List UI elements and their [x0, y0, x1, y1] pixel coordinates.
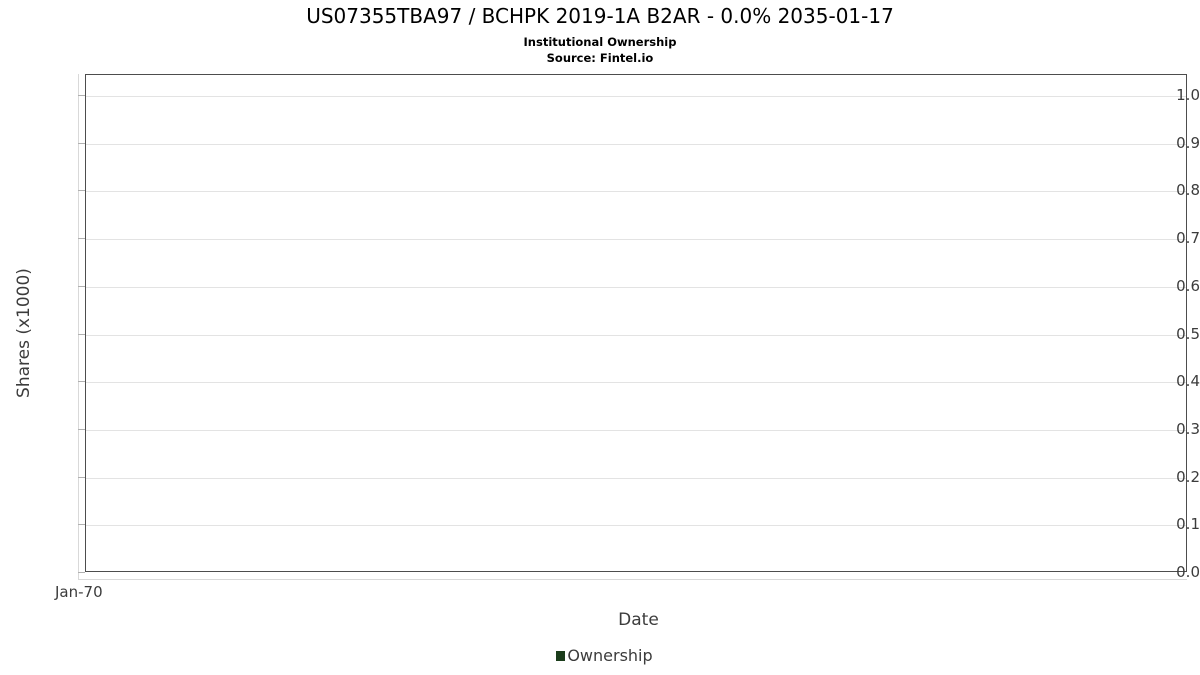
- gridline: [86, 239, 1186, 241]
- chart-legend: Ownership: [0, 648, 1200, 664]
- y-tick-mark: [78, 572, 85, 573]
- y-tick-mark: [78, 428, 85, 430]
- y-tick-mark: [78, 285, 85, 287]
- y-tick-label: 0.6: [1176, 276, 1200, 295]
- chart-source-attribution: Source: Fintel.io: [546, 51, 654, 65]
- y-tick-label: 0.8: [1176, 181, 1200, 200]
- legend-label: Ownership: [567, 646, 653, 665]
- x-axis-title: Date: [618, 610, 659, 630]
- chart-subtitle: Institutional Ownership: [523, 35, 677, 49]
- legend-item[interactable]: Ownership: [556, 646, 653, 665]
- gridline: [86, 334, 1186, 336]
- y-tick-mark: [78, 142, 85, 144]
- plot-area: [85, 74, 1187, 572]
- gridline: [86, 429, 1186, 431]
- y-tick-label: 0.0: [1176, 563, 1200, 581]
- y-tick-mark: [78, 95, 85, 96]
- y-tick-mark: [78, 524, 85, 526]
- gridline: [86, 96, 1186, 97]
- y-tick-label: 0.3: [1176, 419, 1200, 438]
- gridline: [86, 382, 1186, 384]
- y-tick-mark: [78, 190, 85, 192]
- y-tick-label: 0.1: [1176, 515, 1200, 534]
- y-tick-label: 0.7: [1176, 229, 1200, 248]
- x-axis-outer-rail: [78, 579, 1187, 580]
- chart-title: US07355TBA97 / BCHPK 2019-1A B2AR - 0.0%…: [306, 4, 894, 28]
- y-tick-mark: [78, 381, 85, 383]
- y-tick-mark: [78, 333, 85, 335]
- gridline: [86, 143, 1186, 145]
- y-tick-label: 0.4: [1176, 372, 1200, 391]
- gridline: [86, 477, 1186, 479]
- y-tick-mark: [78, 238, 85, 240]
- gridline: [86, 191, 1186, 193]
- y-axis-outer-rail: [78, 74, 79, 580]
- x-tick-label: Jan-70: [55, 583, 103, 601]
- y-tick-label: 0.5: [1176, 324, 1200, 343]
- gridline: [86, 525, 1186, 527]
- y-axis-title: Shares (x1000): [14, 268, 34, 398]
- y-tick-mark: [78, 476, 85, 478]
- y-tick-label: 0.2: [1176, 467, 1200, 486]
- y-tick-label: 0.9: [1176, 133, 1200, 152]
- y-tick-label: 1.0: [1176, 86, 1200, 104]
- gridline: [86, 286, 1186, 288]
- legend-swatch-icon: [556, 651, 566, 661]
